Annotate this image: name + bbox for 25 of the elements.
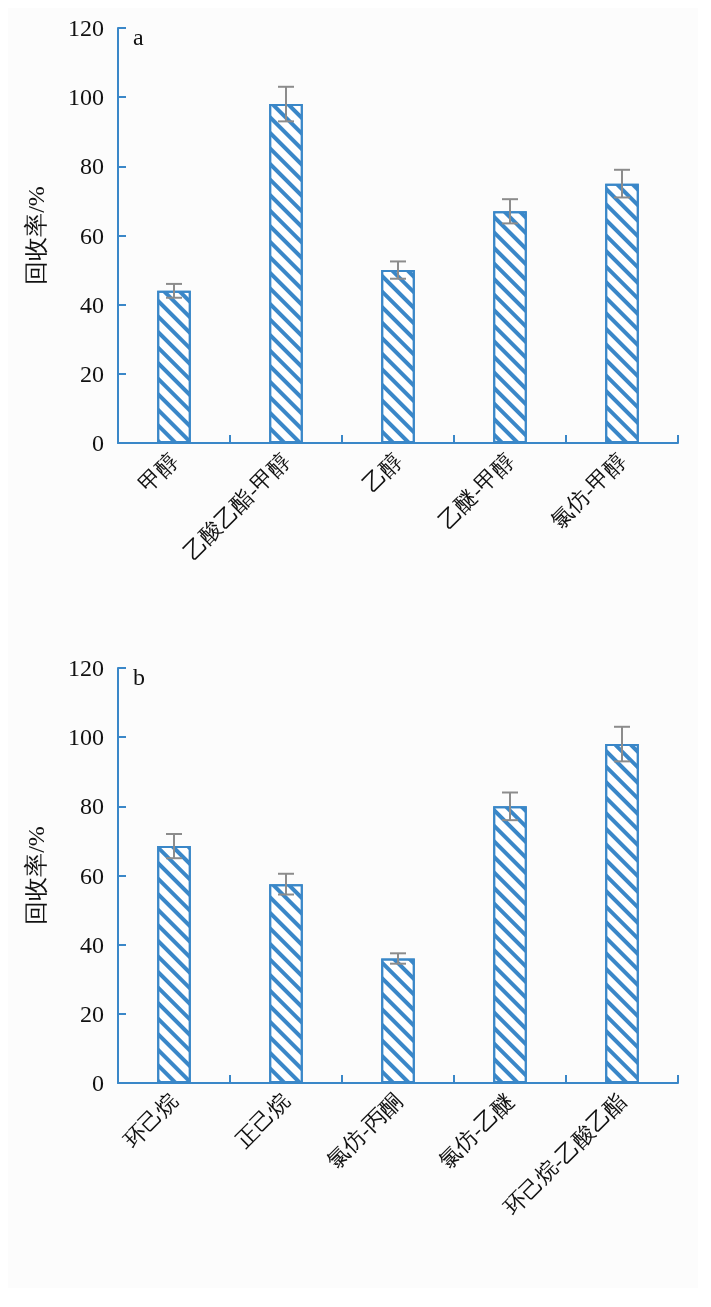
x-tick-label: 乙醚-甲醇 bbox=[433, 448, 519, 534]
y-tick-label: 100 bbox=[68, 84, 104, 111]
y-tick-label: 100 bbox=[68, 724, 104, 751]
y-axis-title: 回收率/% bbox=[23, 186, 49, 285]
x-tick-label: 乙醇 bbox=[358, 448, 407, 497]
x-tick-label: 氯仿-丙酮 bbox=[321, 1088, 407, 1174]
y-tick-label: 60 bbox=[80, 862, 104, 889]
y-tick-label: 40 bbox=[80, 931, 104, 958]
x-tick-label: 环己烷 bbox=[118, 1088, 183, 1153]
y-tick-label: 20 bbox=[80, 360, 104, 387]
y-tick-label: 60 bbox=[80, 222, 104, 249]
y-tick-label: 80 bbox=[80, 793, 104, 820]
x-tick-label: 氯仿-甲醇 bbox=[545, 448, 631, 534]
y-axis-title: 回收率/% bbox=[23, 826, 49, 925]
chart-title: a bbox=[133, 24, 144, 50]
y-tick-label: 80 bbox=[80, 153, 104, 180]
y-tick-label: 40 bbox=[80, 291, 104, 318]
x-tick-label: 氯仿-乙醚 bbox=[433, 1088, 519, 1174]
y-tick-label: 120 bbox=[68, 655, 104, 681]
x-tick-label: 正己烷 bbox=[230, 1088, 295, 1153]
y-tick-label: 0 bbox=[92, 430, 104, 456]
y-tick-label: 0 bbox=[92, 1070, 104, 1096]
y-tick-label: 20 bbox=[80, 1000, 104, 1027]
y-tick-label: 120 bbox=[68, 15, 104, 41]
chart-title: b bbox=[133, 664, 145, 690]
